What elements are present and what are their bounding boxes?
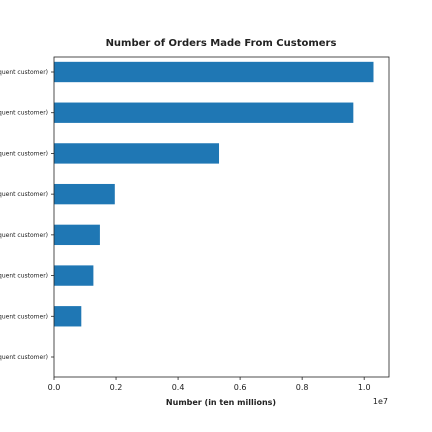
category-labels: (Frequent customer) (Frequent customer) (F… <box>0 69 48 361</box>
category-label: (Frequent customer) <box>0 232 48 239</box>
plot-frame <box>53 56 390 378</box>
bar <box>54 306 82 327</box>
bar <box>54 265 94 286</box>
category-label: (Frequent customer) <box>0 354 48 361</box>
category-label: (Frequent customer) <box>0 273 48 280</box>
bar <box>54 61 374 83</box>
bar <box>54 102 354 123</box>
category-label: (Frequent customer) <box>0 110 48 117</box>
x-tick-label: 0.2 <box>110 383 123 392</box>
chart-title: Number of Orders Made From Customers <box>106 38 337 49</box>
bar <box>54 143 220 164</box>
x-tick-label: 0.0 <box>48 383 61 392</box>
bars-group <box>54 61 374 327</box>
x-tick-label: 0.8 <box>296 383 309 392</box>
x-tick-label: 0.4 <box>172 383 185 392</box>
x-tick-label: 0.6 <box>234 383 247 392</box>
category-label: (Frequent customer) <box>0 313 48 320</box>
y-ticks <box>51 71 54 358</box>
category-label: (Frequent customer) <box>0 191 48 198</box>
bar <box>54 224 100 246</box>
bar <box>54 183 115 205</box>
x-axis-label: Number (in ten millions) <box>166 398 276 407</box>
x-ticks: 0.0 0.2 0.4 0.6 0.8 1.0 <box>48 377 371 392</box>
category-label: (Frequent customer) <box>0 69 48 76</box>
category-label: (Frequent customer) <box>0 150 48 157</box>
x-axis-offset-label: 1e7 <box>373 397 388 406</box>
x-tick-label: 1.0 <box>358 383 371 392</box>
